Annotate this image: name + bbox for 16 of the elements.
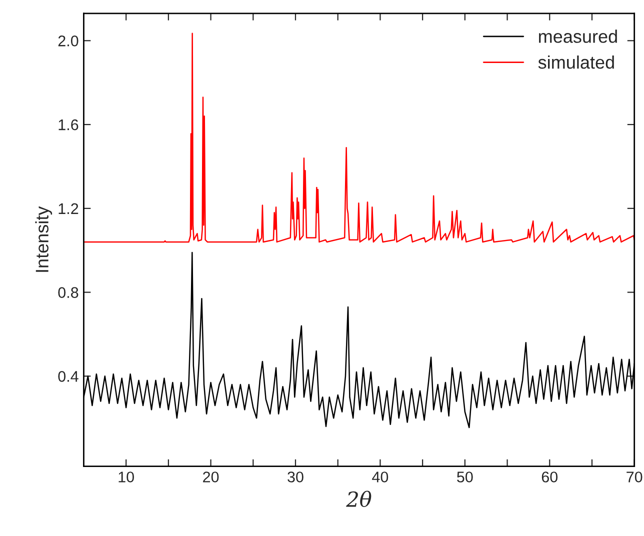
y-tick-label: 0.4 — [58, 371, 78, 382]
x-tick-label: 50 — [457, 472, 473, 482]
x-tick-label: 10 — [118, 472, 134, 482]
x-tick-label: 30 — [288, 472, 304, 482]
x-tick-label: 60 — [542, 472, 558, 482]
y-tick-label: 1.2 — [58, 203, 78, 214]
x-tick-label: 70 — [626, 472, 642, 482]
y-tick-label: 0.8 — [58, 287, 78, 298]
legend-label: measured — [539, 30, 617, 43]
y-tick-label: 1.6 — [58, 119, 78, 130]
x-tick-label: 40 — [372, 472, 388, 482]
legend-label: simulated — [538, 56, 614, 69]
x-tick-label: 20 — [203, 472, 219, 482]
y-axis-title: Intensity — [35, 206, 52, 272]
y-tick-label: 2.0 — [58, 36, 78, 46]
x-axis-title: 2θ — [346, 490, 372, 508]
